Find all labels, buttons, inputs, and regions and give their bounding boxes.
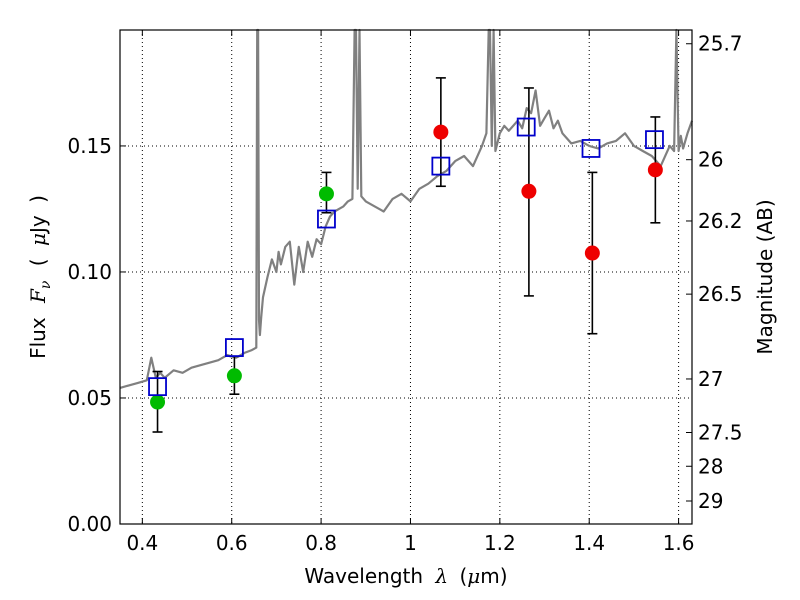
green-data-point <box>226 368 242 384</box>
plot-frame <box>119 29 693 525</box>
y-label-unit: Jy <box>26 215 50 235</box>
y2-tick-label: 26.2 <box>698 209 743 233</box>
red-data-point <box>584 245 600 261</box>
y2-tick-label: 27.5 <box>698 420 743 444</box>
y2-tick-label: 26 <box>698 148 723 172</box>
x-label-text: Wavelength <box>304 564 423 588</box>
model-point <box>581 139 601 158</box>
y-tick-label: 0.05 <box>67 386 112 410</box>
green-data-point <box>150 394 166 410</box>
y-label-F: F <box>26 288 50 304</box>
y-axis-label: Flux Fν ( μJy ) <box>26 195 55 359</box>
model-point <box>645 130 664 150</box>
y2-tick-label: 28 <box>698 454 723 478</box>
x-label-lambda: λ <box>434 564 448 588</box>
x-tick-label: 1.4 <box>573 531 605 555</box>
red-data-point <box>521 183 537 199</box>
x-label-unit-open: ( <box>459 564 467 588</box>
y-tick-label: 0.00 <box>67 512 112 536</box>
y2-tick-label: 26.5 <box>698 282 743 306</box>
tick-layer: 0.4 0.6 0.8 1 1.2 1.4 1.6 0.00 0.05 0.10 0.15 25.7 2… <box>67 30 743 555</box>
y2-axis-label: Magnitude (AB) <box>753 199 777 354</box>
x-tick-label: 1.2 <box>484 531 516 555</box>
x-tick-label: 0.6 <box>216 531 248 555</box>
model-point <box>516 117 536 137</box>
x-tick-label: 1 <box>404 531 417 555</box>
y-label-nu: ν <box>38 280 54 289</box>
x-tick-label: 1.6 <box>663 531 695 555</box>
model-point <box>224 338 244 357</box>
y2-tick-label: 27 <box>698 367 723 391</box>
y2-tick-label: 25.7 <box>698 32 743 56</box>
spectrum-line <box>119 28 694 389</box>
green-data-point <box>318 186 334 202</box>
y-label-mu: μ <box>26 233 50 246</box>
x-tick-label: 0.8 <box>305 531 337 555</box>
y-label-text: Flux <box>26 317 50 359</box>
y-label-paren-open: ( <box>26 258 50 266</box>
model-point <box>317 209 336 229</box>
model-point <box>431 156 451 176</box>
y-label-paren-close: ) <box>26 195 50 203</box>
y2-tick-label: 29 <box>698 489 723 513</box>
x-label-unit-close: m) <box>480 564 507 588</box>
x-label-unit-mu: μ <box>467 564 480 588</box>
red-data-point <box>433 124 449 140</box>
y-tick-label: 0.10 <box>67 260 112 284</box>
red-data-point <box>647 162 663 178</box>
x-axis-label: Wavelength λ (μm) <box>304 564 507 588</box>
grid-layer <box>120 30 692 524</box>
x-tick-label: 0.4 <box>126 531 158 555</box>
spectrum-layer <box>119 28 694 389</box>
marker-layer <box>148 117 664 410</box>
y-tick-label: 0.15 <box>67 134 112 158</box>
model-point <box>148 377 167 397</box>
